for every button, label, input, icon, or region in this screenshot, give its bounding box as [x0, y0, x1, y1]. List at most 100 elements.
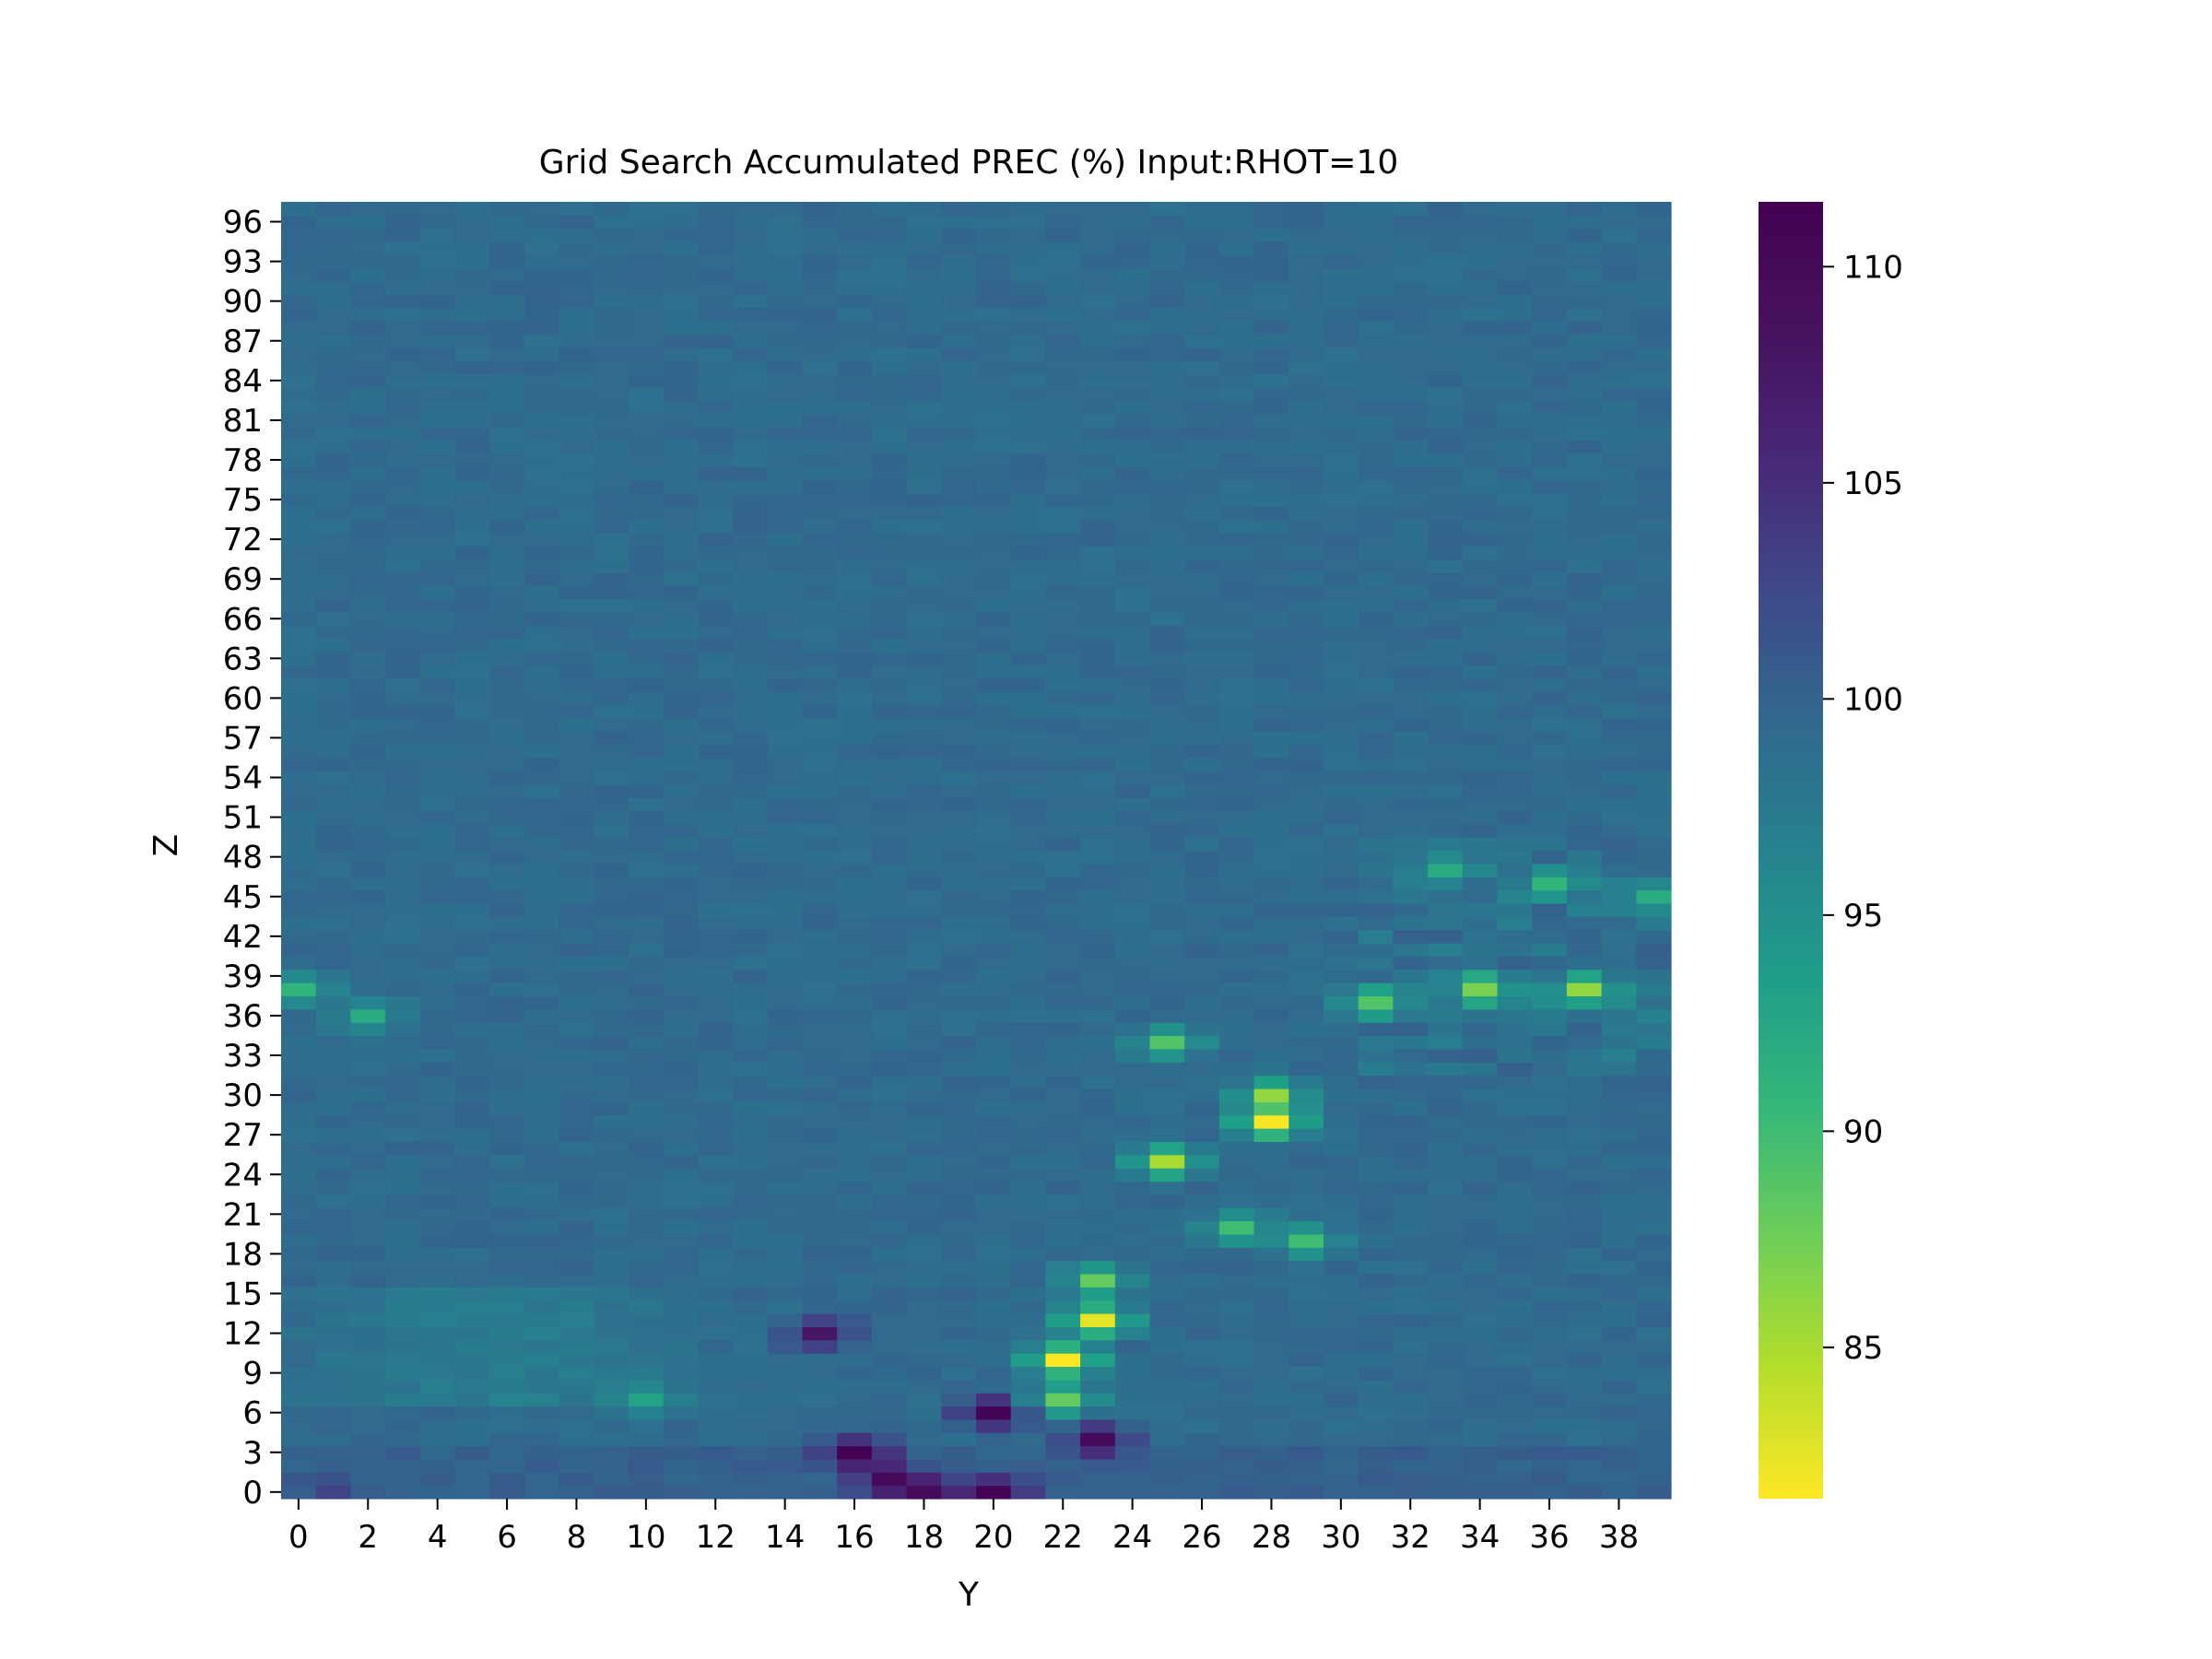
heatmap-cell: [594, 1247, 629, 1262]
heatmap-cell: [1393, 506, 1429, 521]
heatmap-cell: [350, 943, 386, 957]
heatmap-cell: [594, 956, 629, 971]
heatmap-cell: [767, 665, 804, 679]
heatmap-cell: [489, 863, 525, 877]
heatmap-cell: [802, 943, 838, 957]
heatmap-cell: [871, 1339, 908, 1354]
heatmap-cell: [1218, 1353, 1255, 1368]
heatmap-cell: [1566, 810, 1603, 825]
heatmap-cell: [1149, 797, 1185, 812]
heatmap-cell: [419, 837, 456, 852]
heatmap-cell: [1184, 453, 1220, 467]
heatmap-cell: [419, 956, 456, 971]
heatmap-cell: [802, 691, 838, 706]
heatmap-cell: [281, 546, 317, 560]
heatmap-cell: [976, 731, 1012, 746]
heatmap-cell: [767, 850, 804, 865]
heatmap-cell: [281, 427, 317, 441]
heatmap-cell: [594, 532, 629, 547]
heatmap-cell: [1218, 572, 1255, 586]
heatmap-cell: [629, 810, 665, 825]
heatmap-cell: [524, 1339, 560, 1354]
heatmap-cell: [629, 400, 665, 415]
heatmap-cell: [1636, 241, 1672, 256]
heatmap-cell: [1149, 1313, 1185, 1327]
heatmap-cell: [1114, 519, 1151, 534]
heatmap-cell: [1428, 1458, 1464, 1473]
heatmap-cell: [871, 1114, 908, 1129]
heatmap-cell: [976, 281, 1012, 296]
heatmap-cell: [871, 677, 908, 692]
heatmap-cell: [385, 1141, 421, 1156]
heatmap-cell: [524, 1207, 560, 1222]
heatmap-cell: [1045, 1194, 1081, 1208]
heatmap-cell: [1566, 440, 1603, 454]
heatmap-cell: [489, 1154, 525, 1169]
y-tick-label: 54: [223, 760, 263, 797]
heatmap-cell: [1532, 1141, 1568, 1156]
heatmap-cell: [1636, 717, 1672, 732]
heatmap-cell: [1184, 532, 1220, 547]
heatmap-cell: [1393, 889, 1429, 904]
heatmap-cell: [871, 943, 908, 957]
heatmap-cell: [1601, 1128, 1637, 1142]
heatmap-cell: [1253, 1154, 1289, 1169]
heatmap-cell: [454, 1406, 490, 1420]
heatmap-cell: [767, 677, 804, 692]
heatmap-cell: [1184, 677, 1220, 692]
heatmap-cell: [315, 704, 351, 719]
heatmap-cell: [629, 1022, 665, 1037]
heatmap-cell: [941, 400, 977, 415]
heatmap-cell: [1288, 1339, 1324, 1354]
heatmap-cell: [1532, 1194, 1568, 1208]
heatmap-cell: [663, 585, 699, 600]
y-tick-label: 27: [223, 1117, 263, 1154]
heatmap-cell: [559, 1207, 594, 1222]
heatmap-cell: [1149, 453, 1185, 467]
heatmap-cell: [489, 995, 525, 1010]
heatmap-cell: [385, 546, 421, 560]
heatmap-cell: [629, 492, 665, 507]
heatmap-cell: [1601, 466, 1637, 481]
heatmap-cell: [559, 1154, 594, 1169]
heatmap-cell: [1080, 1366, 1116, 1381]
heatmap-cell: [629, 1353, 665, 1368]
heatmap-cell: [698, 1432, 734, 1447]
heatmap-cell: [698, 1273, 734, 1288]
heatmap-cell: [698, 1458, 734, 1473]
heatmap-cell: [281, 1154, 317, 1169]
heatmap-cell: [1184, 889, 1220, 904]
heatmap-cell: [1253, 532, 1289, 547]
heatmap-cell: [559, 466, 594, 481]
heatmap-cell: [281, 902, 317, 917]
heatmap-cell: [871, 519, 908, 534]
heatmap-cell: [1080, 1313, 1116, 1327]
heatmap-cell: [350, 413, 386, 428]
heatmap-cell: [281, 810, 317, 825]
heatmap-cell: [1045, 427, 1081, 441]
heatmap-cell: [454, 638, 490, 653]
heatmap-cell: [1218, 228, 1255, 242]
heatmap-cell: [1045, 387, 1081, 401]
heatmap-cell: [767, 1366, 804, 1381]
heatmap-cell: [350, 837, 386, 852]
heatmap-cell: [663, 466, 699, 481]
heatmap-cell: [1149, 532, 1185, 547]
heatmap-cell: [1149, 1485, 1185, 1500]
heatmap-cell: [698, 241, 734, 256]
heatmap-cell: [1045, 652, 1081, 666]
heatmap-cell: [663, 1287, 699, 1301]
heatmap-cell: [1358, 294, 1394, 309]
heatmap-cell: [1288, 453, 1324, 467]
heatmap-cell: [1358, 307, 1394, 322]
heatmap-cell: [1497, 1458, 1533, 1473]
heatmap-cell: [976, 387, 1012, 401]
heatmap-cell: [976, 889, 1012, 904]
heatmap-cell: [1428, 625, 1464, 640]
heatmap-cell: [733, 1485, 769, 1500]
heatmap-cell: [281, 1194, 317, 1208]
heatmap-cell: [1462, 995, 1499, 1010]
heatmap-cell: [1636, 704, 1672, 719]
heatmap-cell: [1393, 810, 1429, 825]
heatmap-cell: [1358, 1154, 1394, 1169]
